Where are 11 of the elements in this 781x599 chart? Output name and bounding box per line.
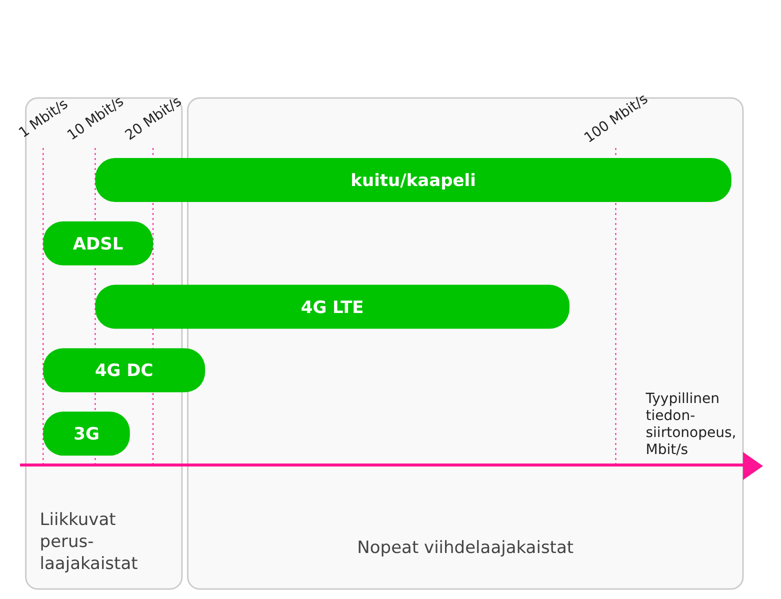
x-axis-title: Tyypillinen tiedon-siirtonopeus, Mbit/s xyxy=(644,391,736,458)
y-tick-label: kuitu/kaapeli xyxy=(350,170,476,191)
bar xyxy=(95,158,732,202)
bar xyxy=(43,348,206,392)
band-label: Nopeat viihdelaajakaistat xyxy=(357,538,574,558)
y-tick-label: ADSL xyxy=(72,234,124,254)
bar xyxy=(95,284,570,329)
band-label: Liikkuvat perus-laajakaistat xyxy=(40,510,138,574)
y-tick-label: 4G LTE xyxy=(300,298,364,318)
y-tick-label: 3G xyxy=(74,424,100,445)
y-tick-label: 4G DC xyxy=(94,361,154,382)
